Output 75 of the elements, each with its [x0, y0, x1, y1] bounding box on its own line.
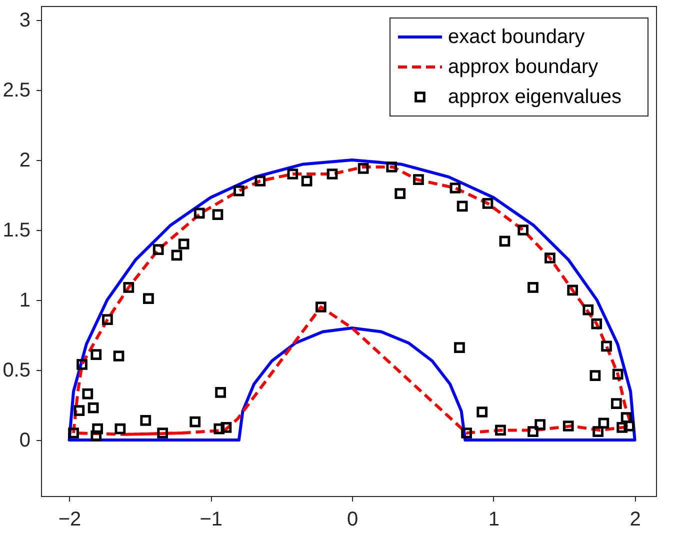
y-tick-label: 2 [19, 150, 30, 172]
point [610, 398, 622, 410]
point [450, 182, 461, 194]
point [612, 368, 624, 380]
point [499, 236, 510, 247]
x-tick-label: 0 [346, 508, 358, 530]
point [194, 208, 205, 219]
point [567, 284, 578, 296]
point [454, 342, 465, 354]
point [582, 304, 594, 316]
x-tick-label: 1 [488, 508, 500, 530]
point [534, 419, 546, 430]
x-tick-label: −2 [58, 508, 82, 530]
point [82, 388, 94, 400]
point [123, 282, 134, 293]
x-tick-label: −1 [200, 508, 223, 530]
point [234, 185, 244, 196]
point [254, 176, 266, 186]
point [601, 340, 612, 352]
legend-label: approx eigenvalues [448, 86, 622, 108]
y-tick-label: 1 [19, 290, 30, 312]
point [394, 188, 406, 200]
point [178, 238, 190, 250]
point [143, 293, 154, 304]
point [140, 414, 152, 426]
point [616, 422, 628, 433]
point [74, 405, 85, 416]
point [544, 252, 556, 264]
point [476, 406, 488, 418]
point [113, 350, 124, 362]
point [562, 420, 574, 432]
y-tick-label: 3 [19, 10, 30, 32]
point [386, 162, 398, 172]
point [461, 428, 472, 438]
point [90, 349, 102, 360]
legend-label: approx boundary [448, 56, 598, 78]
point [212, 209, 224, 220]
point [114, 423, 126, 434]
point [590, 370, 601, 382]
point [190, 416, 201, 428]
point [518, 224, 529, 236]
point [90, 430, 102, 442]
point [92, 423, 103, 434]
y-tick-label: 1.5 [2, 220, 30, 242]
point [482, 198, 494, 209]
point [215, 386, 226, 398]
point [88, 402, 99, 414]
point [326, 168, 338, 180]
point [171, 250, 182, 261]
point [102, 314, 113, 326]
point [220, 422, 232, 433]
point [624, 420, 635, 432]
point [287, 168, 298, 180]
point [495, 424, 506, 436]
x-tick-label: 2 [630, 508, 641, 530]
y-tick-label: 0.5 [2, 360, 30, 382]
y-tick-label: 0 [19, 430, 30, 452]
point [528, 426, 538, 438]
point [591, 318, 602, 330]
point [76, 358, 88, 370]
point [592, 426, 604, 438]
y-tick-label: 2.5 [2, 80, 30, 102]
legend-label: exact boundary [448, 26, 585, 48]
point [68, 428, 79, 438]
point [456, 200, 468, 212]
point [528, 282, 538, 293]
point [620, 412, 632, 424]
point [301, 176, 312, 186]
point [152, 244, 164, 256]
point [413, 174, 424, 186]
point [214, 423, 225, 434]
point [316, 302, 326, 312]
point [157, 428, 168, 438]
point [598, 418, 610, 429]
point [358, 162, 369, 174]
